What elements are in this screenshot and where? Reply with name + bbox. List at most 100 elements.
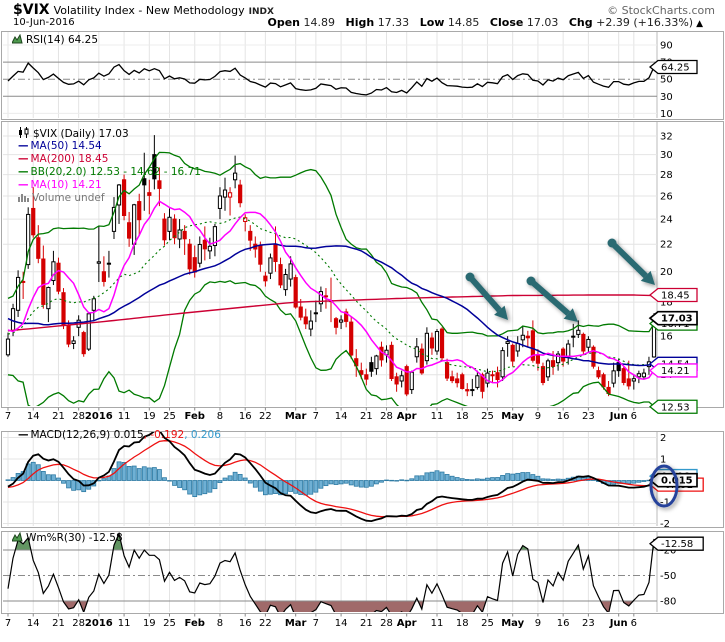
- ma50-swatch: —: [18, 140, 28, 152]
- svg-text:50: 50: [660, 75, 673, 86]
- symbol-title: Volatility Index - New Methodology: [53, 4, 245, 17]
- svg-text:22: 22: [259, 618, 272, 629]
- close-value: 17.03: [526, 16, 559, 29]
- svg-text:Feb: Feb: [185, 411, 205, 422]
- price-legend-symbol-row: $VIX (Daily) 17.03: [18, 127, 201, 140]
- rsi-legend: RSI(14) 64.25: [11, 33, 99, 48]
- svg-text:Jun: Jun: [609, 618, 628, 629]
- svg-text:18.45: 18.45: [661, 291, 690, 302]
- svg-text:Mar: Mar: [285, 411, 307, 422]
- svg-text:28: 28: [72, 411, 85, 422]
- svg-text:32: 32: [660, 132, 673, 143]
- svg-text:21: 21: [360, 411, 373, 422]
- svg-text:-2: -2: [660, 519, 670, 530]
- low-value: 14.85: [447, 16, 480, 29]
- svg-text:Apr: Apr: [397, 618, 417, 629]
- bb-swatch: —: [18, 166, 28, 178]
- wmr-legend: Wm%R(30) -12.58: [11, 531, 123, 546]
- quote-line: Open 14.89 High 17.33 Low 14.85 Close 17…: [260, 16, 703, 29]
- svg-text:14: 14: [335, 411, 348, 422]
- svg-text:20: 20: [660, 267, 673, 278]
- svg-text:23: 23: [582, 618, 595, 629]
- svg-text:18: 18: [456, 618, 469, 629]
- exchange-label: INDX: [248, 7, 274, 17]
- svg-text:24: 24: [660, 215, 673, 226]
- ma10-swatch: —: [18, 179, 28, 191]
- open-label: Open: [267, 16, 300, 29]
- stockcharts-credit: © StockCharts.com: [607, 4, 715, 17]
- wmr-indicator-icon: [11, 531, 23, 546]
- up-arrow-icon: ▲: [696, 19, 703, 29]
- candlestick-icon: [18, 127, 30, 142]
- svg-text:7: 7: [5, 411, 11, 422]
- svg-text:21: 21: [52, 411, 65, 422]
- svg-text:28: 28: [380, 411, 393, 422]
- svg-text:12.53: 12.53: [661, 402, 690, 413]
- svg-text:-50: -50: [660, 571, 676, 582]
- high-value: 17.33: [377, 16, 410, 29]
- volume-legend-row: Volume undef: [18, 192, 201, 205]
- rsi-indicator-icon: [11, 33, 23, 48]
- svg-text:22: 22: [660, 240, 673, 251]
- ma200-swatch: —: [18, 153, 28, 165]
- svg-text:21: 21: [52, 618, 65, 629]
- svg-text:6: 6: [631, 411, 637, 422]
- svg-text:26: 26: [660, 191, 673, 202]
- svg-text:14.21: 14.21: [661, 366, 690, 377]
- svg-text:28: 28: [380, 618, 393, 629]
- volume-label: Volume undef: [32, 192, 105, 204]
- price-legend: $VIX (Daily) 17.03 — MA(50) 14.54 — MA(200…: [18, 127, 201, 205]
- svg-text:21: 21: [360, 618, 373, 629]
- wmr-series: [7, 532, 655, 612]
- svg-text:16: 16: [239, 618, 252, 629]
- svg-text:25: 25: [481, 411, 494, 422]
- svg-text:28: 28: [72, 618, 85, 629]
- header-symbol-line: $VIX Volatility Index - New Methodology IN…: [13, 2, 274, 18]
- macd-legend-hist: , 0.206: [184, 429, 221, 441]
- svg-text:-80: -80: [660, 597, 676, 608]
- price-legend-label: $VIX (Daily) 17.03: [33, 128, 129, 140]
- svg-text:17.03: 17.03: [661, 314, 693, 325]
- down-arrow-annotation: [607, 238, 655, 285]
- svg-text:Apr: Apr: [397, 411, 417, 422]
- ma50-label: MA(50) 14.54: [30, 140, 102, 152]
- wmr-legend-label: Wm%R(30) -12.58: [26, 532, 123, 544]
- svg-text:May: May: [501, 618, 524, 629]
- down-arrow-annotation: [526, 276, 578, 322]
- svg-text:2016: 2016: [85, 618, 113, 629]
- svg-text:8: 8: [217, 411, 223, 422]
- svg-text:18: 18: [660, 298, 673, 309]
- macd-legend-main: MACD(12,26,9) 0.015: [30, 429, 144, 441]
- svg-text:19: 19: [143, 618, 156, 629]
- macd-series: [5, 432, 657, 523]
- svg-text:11: 11: [118, 411, 131, 422]
- svg-text:7: 7: [313, 618, 319, 629]
- svg-text:8: 8: [217, 618, 223, 629]
- wmr-oversold-fill: [8, 601, 654, 612]
- svg-text:Mar: Mar: [285, 618, 307, 629]
- svg-text:25: 25: [481, 618, 494, 629]
- svg-text:18: 18: [456, 411, 469, 422]
- symbol: $VIX: [13, 2, 50, 18]
- svg-text:7: 7: [5, 618, 11, 629]
- ma10-label: MA(10) 14.21: [30, 179, 102, 191]
- svg-text:9: 9: [535, 618, 541, 629]
- svg-text:1: 1: [660, 455, 666, 466]
- ma200-legend-row: — MA(200) 18.45: [18, 153, 201, 166]
- svg-text:16: 16: [557, 618, 570, 629]
- svg-text:25: 25: [163, 618, 176, 629]
- svg-text:28: 28: [660, 170, 673, 181]
- svg-text:-12.58: -12.58: [661, 539, 693, 550]
- ma10-legend-row: — MA(10) 14.21: [18, 179, 201, 192]
- svg-text:14: 14: [335, 618, 348, 629]
- chg-label: Chg: [568, 16, 593, 29]
- bb-legend-row: — BB(20,2.0) 12.53 - 14.62 - 16.71: [18, 166, 201, 179]
- svg-text:-20: -20: [660, 546, 676, 557]
- volume-bars-icon: [18, 193, 29, 206]
- svg-text:-1: -1: [660, 498, 670, 509]
- close-label: Close: [489, 16, 524, 29]
- svg-text:Jun: Jun: [609, 411, 628, 422]
- rsi-legend-label: RSI(14) 64.25: [26, 34, 99, 46]
